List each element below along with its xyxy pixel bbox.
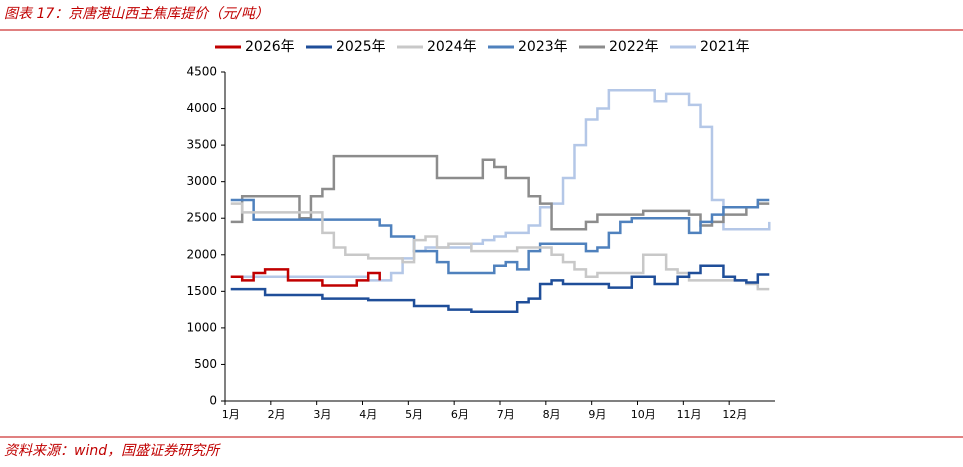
x-tick-label: 8月 (543, 408, 561, 421)
x-tick-label: 12月 (722, 408, 747, 421)
series-line (230, 154, 770, 231)
y-tick-label: 1000 (186, 320, 217, 334)
x-tick-label: 5月 (405, 408, 423, 421)
x-tick-label: 11月 (677, 408, 702, 421)
legend-label: 2024年 (427, 39, 477, 55)
legend-label: 2021年 (700, 39, 750, 55)
y-tick-label: 1500 (186, 284, 217, 298)
x-tick-label: 4月 (359, 408, 377, 421)
y-tick-label: 4500 (186, 65, 217, 79)
y-tick-label: 4000 (186, 101, 217, 115)
series-line (230, 202, 770, 291)
x-tick-label: 1月 (222, 408, 240, 421)
x-tick-label: 10月 (631, 408, 656, 421)
legend-label: 2025年 (336, 39, 386, 55)
legend-label: 2026年 (245, 39, 295, 55)
y-tick-label: 2000 (186, 247, 217, 261)
y-tick-label: 0 (209, 394, 217, 408)
y-tick-label: 3000 (186, 174, 217, 188)
x-tick-label: 2月 (268, 408, 286, 421)
x-tick-label: 7月 (497, 408, 515, 421)
y-tick-label: 3500 (186, 138, 217, 152)
chart-title: 图表 17：京唐港山西主焦库提价（元/吨） (4, 6, 269, 22)
series-line (230, 89, 771, 282)
y-tick-label: 500 (194, 357, 217, 371)
y-tick-label: 2500 (186, 211, 217, 225)
x-tick-label: 6月 (451, 408, 469, 421)
legend-label: 2022年 (609, 39, 659, 55)
legend-label: 2023年 (518, 39, 568, 55)
source: 资料来源：wind，国盛证券研究所 (4, 443, 221, 459)
x-tick-label: 9月 (588, 408, 606, 421)
series-line (230, 198, 770, 275)
x-tick-label: 3月 (313, 408, 331, 421)
series-line (230, 268, 381, 287)
series-line (230, 264, 770, 314)
